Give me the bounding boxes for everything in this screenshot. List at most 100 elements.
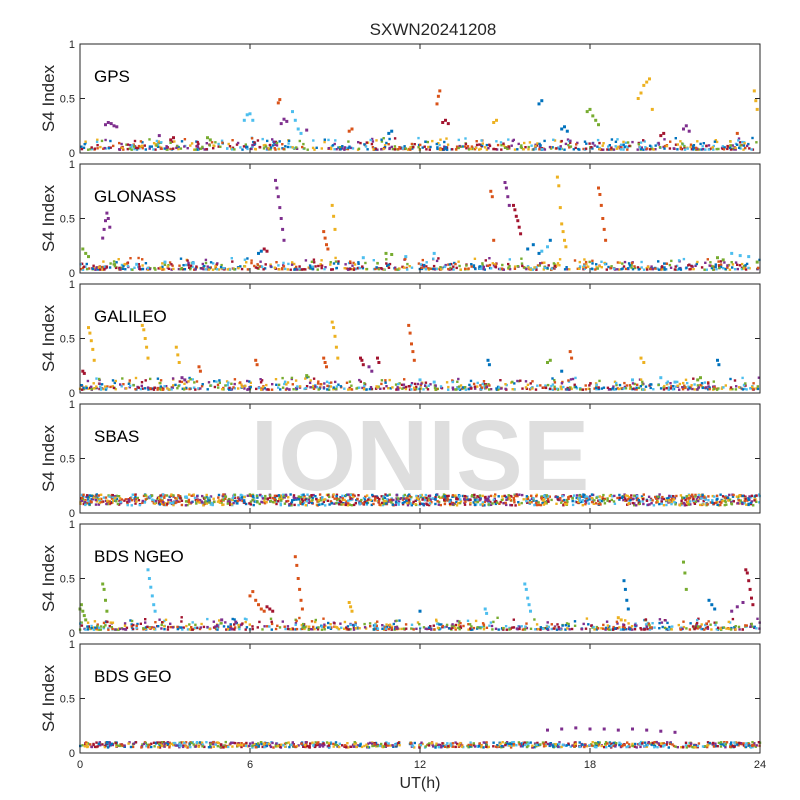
noise-point [648,624,651,627]
noise-point [463,497,466,501]
noise-point [509,503,512,507]
noise-point [467,498,470,502]
noise-point [251,145,254,148]
noise-point [649,383,652,386]
noise-point [169,625,173,629]
noise-point [312,377,316,380]
noise-point [692,499,695,502]
noise-point [501,745,505,748]
noise-point [156,498,159,501]
noise-point [729,628,733,631]
noise-point [745,388,748,391]
data-point [684,124,688,128]
noise-point [317,388,320,391]
noise-point [128,144,132,147]
noise-point [156,387,159,390]
noise-point [401,147,405,150]
noise-point [410,266,414,269]
data-point [254,358,258,362]
noise-point [462,624,465,628]
noise-point [703,496,706,499]
noise-point [146,386,150,389]
noise-point [335,495,338,498]
noise-point [395,626,399,629]
noise-point [370,387,373,391]
noise-point [748,147,751,150]
noise-point [134,376,138,380]
noise-point [433,268,437,271]
noise-point [240,745,243,749]
noise-point [584,627,588,630]
noise-point [459,268,462,271]
noise-point [755,494,758,497]
noise-point [707,144,711,147]
noise-floor [79,493,761,507]
noise-point [443,502,447,506]
noise-point [253,147,257,151]
noise-point [419,495,423,499]
noise-point [136,622,139,626]
noise-point [446,143,450,146]
noise-point [542,386,545,389]
noise-point [469,741,472,744]
noise-point [403,378,406,381]
noise-point [451,494,455,497]
noise-point [656,746,659,749]
noise-point [283,380,287,383]
noise-point [682,501,686,505]
noise-point [584,503,587,506]
noise-point [571,497,574,500]
noise-point [701,496,705,500]
noise-point [525,622,528,625]
noise-point [616,138,619,141]
data-point [143,337,147,340]
noise-point [632,497,635,500]
noise-point [686,744,689,748]
noise-point [546,500,549,503]
noise-point [439,496,442,499]
noise-point [215,380,218,383]
noise-point [696,618,699,622]
noise-point [217,386,220,389]
noise-point [535,268,538,271]
noise-point [229,623,232,626]
noise-point [484,384,487,387]
noise-point [302,496,305,500]
noise-point [350,388,354,391]
noise-point [706,745,709,749]
noise-point [339,148,342,151]
noise-point [476,626,479,629]
noise-point [114,496,117,500]
noise-point [719,260,723,263]
noise-point [747,266,750,270]
noise-point [178,495,181,498]
noise-point [377,500,381,503]
noise-point [236,141,240,145]
noise-point [135,624,138,627]
data-point [296,127,300,131]
noise-point [424,384,427,387]
noise-point [686,388,690,391]
data-point [360,358,364,362]
noise-point [723,496,727,499]
noise-point [348,503,351,506]
noise-point [247,387,250,391]
noise-point [218,619,221,622]
noise-point [633,502,636,505]
noise-point [141,258,144,261]
noise-point [612,500,616,503]
noise-point [404,147,408,150]
noise-point [523,141,526,145]
noise-point [727,499,730,502]
noise-point [758,501,761,504]
noise-point [144,498,147,501]
noise-point [753,495,757,498]
noise-point [655,501,658,504]
noise-point [122,264,125,268]
noise-point [256,626,259,629]
noise-point [333,148,336,151]
noise-point [505,503,508,507]
noise-point [403,493,406,497]
noise-point [557,146,560,149]
noise-point [346,625,350,628]
